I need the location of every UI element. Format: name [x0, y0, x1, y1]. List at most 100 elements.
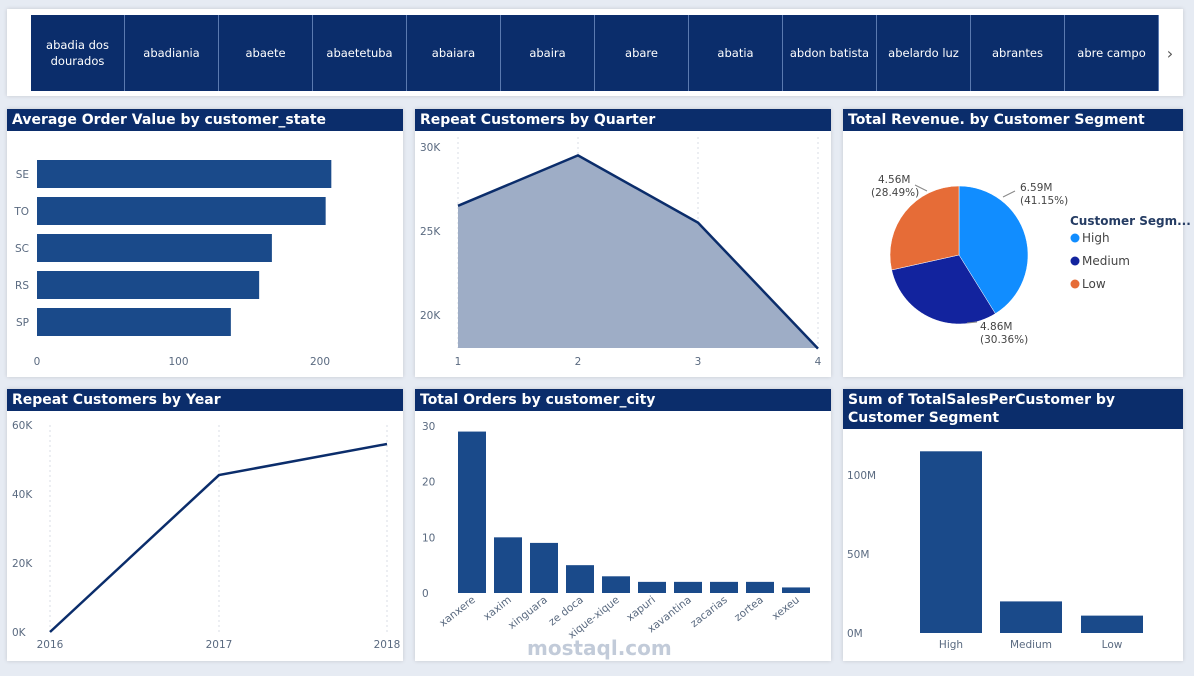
legend-marker — [1070, 279, 1080, 289]
series-line — [457, 154, 819, 350]
tick-label: Low — [1102, 639, 1123, 651]
tick-label: 100 — [168, 356, 188, 368]
data-label: (28.49%) — [871, 187, 919, 199]
toc-card: Total Orders by customer_city 0 10 20 30 xan… — [415, 389, 831, 661]
aov-title: Average Order Value by customer_state — [7, 109, 403, 131]
slicer-item[interactable]: abaira — [501, 15, 595, 91]
tick-label: RS — [15, 280, 29, 292]
tick-label: SC — [15, 243, 29, 255]
legend-entry: High — [1082, 231, 1110, 245]
bar-to — [37, 197, 326, 225]
tick-label: Medium — [1010, 639, 1052, 651]
data-label: 4.86M — [980, 321, 1012, 333]
slicer-item[interactable]: abare — [595, 15, 689, 91]
slicer-item[interactable]: abelardo luz — [877, 15, 971, 91]
rq-title: Repeat Customers by Quarter — [415, 109, 831, 131]
bar-low — [1081, 615, 1143, 633]
bar-xanxere — [458, 431, 486, 593]
tick-label: 4 — [815, 356, 822, 368]
tick-label: 3 — [695, 356, 702, 368]
tick-label: SP — [16, 317, 29, 329]
rq-card: Repeat Customers by Quarter 20K 25K 30K 1 2 3… — [415, 109, 831, 377]
tick-label: xinguara — [506, 594, 550, 632]
tick-label: 100M — [847, 470, 876, 482]
legend-title: Customer Segm... — [1070, 214, 1191, 228]
rev-title: Total Revenue. by Customer Segment — [843, 109, 1183, 131]
tick-label: 2018 — [374, 639, 401, 651]
tick-label: 200 — [310, 356, 330, 368]
tick-label: 2017 — [206, 639, 233, 651]
tsc-card: Sum of TotalSalesPerCustomer by Customer… — [843, 389, 1183, 661]
data-label: (30.36%) — [980, 334, 1028, 346]
slicer-item[interactable]: abaetetuba — [313, 15, 407, 91]
tick-label: 0 — [34, 356, 41, 368]
ry-chart: 0K 20K 40K 60K 2016 2017 2018 — [12, 420, 401, 651]
tick-label: 60K — [12, 420, 33, 432]
tick-label: 0 — [422, 588, 429, 600]
bar-rs — [37, 271, 260, 299]
watermark: mostaql.com — [527, 636, 672, 660]
pie-slice-medium — [891, 254, 996, 325]
bar-se — [37, 160, 332, 188]
slicer-item[interactable]: abaiara — [407, 15, 501, 91]
rev-chart: 6.59M(41.15%) 4.86M(30.36%) 4.56M(28.49%) C… — [871, 174, 1191, 346]
data-label: (41.15%) — [1020, 195, 1068, 207]
series-line — [49, 442, 388, 633]
slicer-item[interactable]: abadiania — [125, 15, 219, 91]
leader-line — [914, 184, 928, 192]
legend-entry: Medium — [1082, 254, 1130, 268]
tick-label: 20K — [420, 310, 441, 322]
tick-label: zacarias — [688, 594, 730, 630]
slicer-item[interactable]: abre campo — [1065, 15, 1159, 91]
tick-label: 20 — [422, 477, 435, 489]
rq-chart: 20K 25K 30K 1 2 3 4 — [420, 137, 822, 368]
slicer-item[interactable]: abdon batista — [783, 15, 877, 91]
bar-xique-xique — [602, 576, 630, 593]
chevron-right-icon[interactable]: › — [1166, 43, 1174, 63]
slicer-item[interactable]: abadia dos dourados — [31, 15, 125, 91]
bar-xapuri — [638, 581, 666, 593]
tick-label: 0M — [847, 628, 863, 640]
tick-label: 25K — [420, 226, 441, 238]
area-fill — [458, 155, 818, 349]
tick-label: 50M — [847, 549, 869, 561]
tick-label: 10 — [422, 532, 435, 544]
tick-label: xanxere — [437, 594, 478, 629]
leader-line — [1002, 190, 1016, 198]
tick-label: zortea — [732, 594, 766, 624]
legend-marker — [1070, 233, 1080, 243]
tick-label: 20K — [12, 558, 33, 570]
slicer-item[interactable]: abatia — [689, 15, 783, 91]
ry-card: Repeat Customers by Year 0K 20K 40K 60K 2016… — [7, 389, 403, 661]
bar-sc — [37, 234, 272, 262]
bar-sp — [37, 308, 231, 336]
tick-label: 40K — [12, 489, 33, 501]
bar-medium — [1000, 601, 1062, 633]
tick-label: 30 — [422, 421, 435, 433]
tick-label: 0K — [12, 627, 27, 639]
slicer-item[interactable]: abaete — [219, 15, 313, 91]
aov-card: Average Order Value by customer_state SE… — [7, 109, 403, 377]
aov-chart: SE TO SC RS SP 0 100 200 — [13, 160, 332, 368]
pie-slice-high — [958, 185, 1029, 314]
tick-label: SE — [16, 169, 29, 181]
slicer-item[interactable]: abrantes — [971, 15, 1065, 91]
tick-label: 2016 — [37, 639, 64, 651]
bar-xexeu — [782, 587, 810, 593]
tsc-title: Sum of TotalSalesPerCustomer by Customer… — [843, 389, 1183, 429]
bar-high — [920, 451, 982, 633]
tick-label: 2 — [575, 356, 582, 368]
rev-card: Total Revenue. by Customer Segment 6.59M… — [843, 109, 1191, 377]
bar-zortea — [746, 581, 774, 593]
tick-label: xexeu — [770, 594, 802, 623]
leader-line — [966, 321, 978, 324]
bar-zacarias — [710, 581, 738, 593]
tsc-chart: 0M 50M 100M High Medium Low — [847, 451, 1143, 651]
bar-xaxim — [494, 537, 522, 593]
data-label: 6.59M — [1020, 182, 1052, 194]
legend-marker — [1070, 256, 1080, 266]
tick-label: High — [939, 639, 963, 651]
city-slicer: abadia dos dourados abadiania abaete abaete… — [7, 9, 1183, 96]
ry-title: Repeat Customers by Year — [7, 389, 403, 411]
